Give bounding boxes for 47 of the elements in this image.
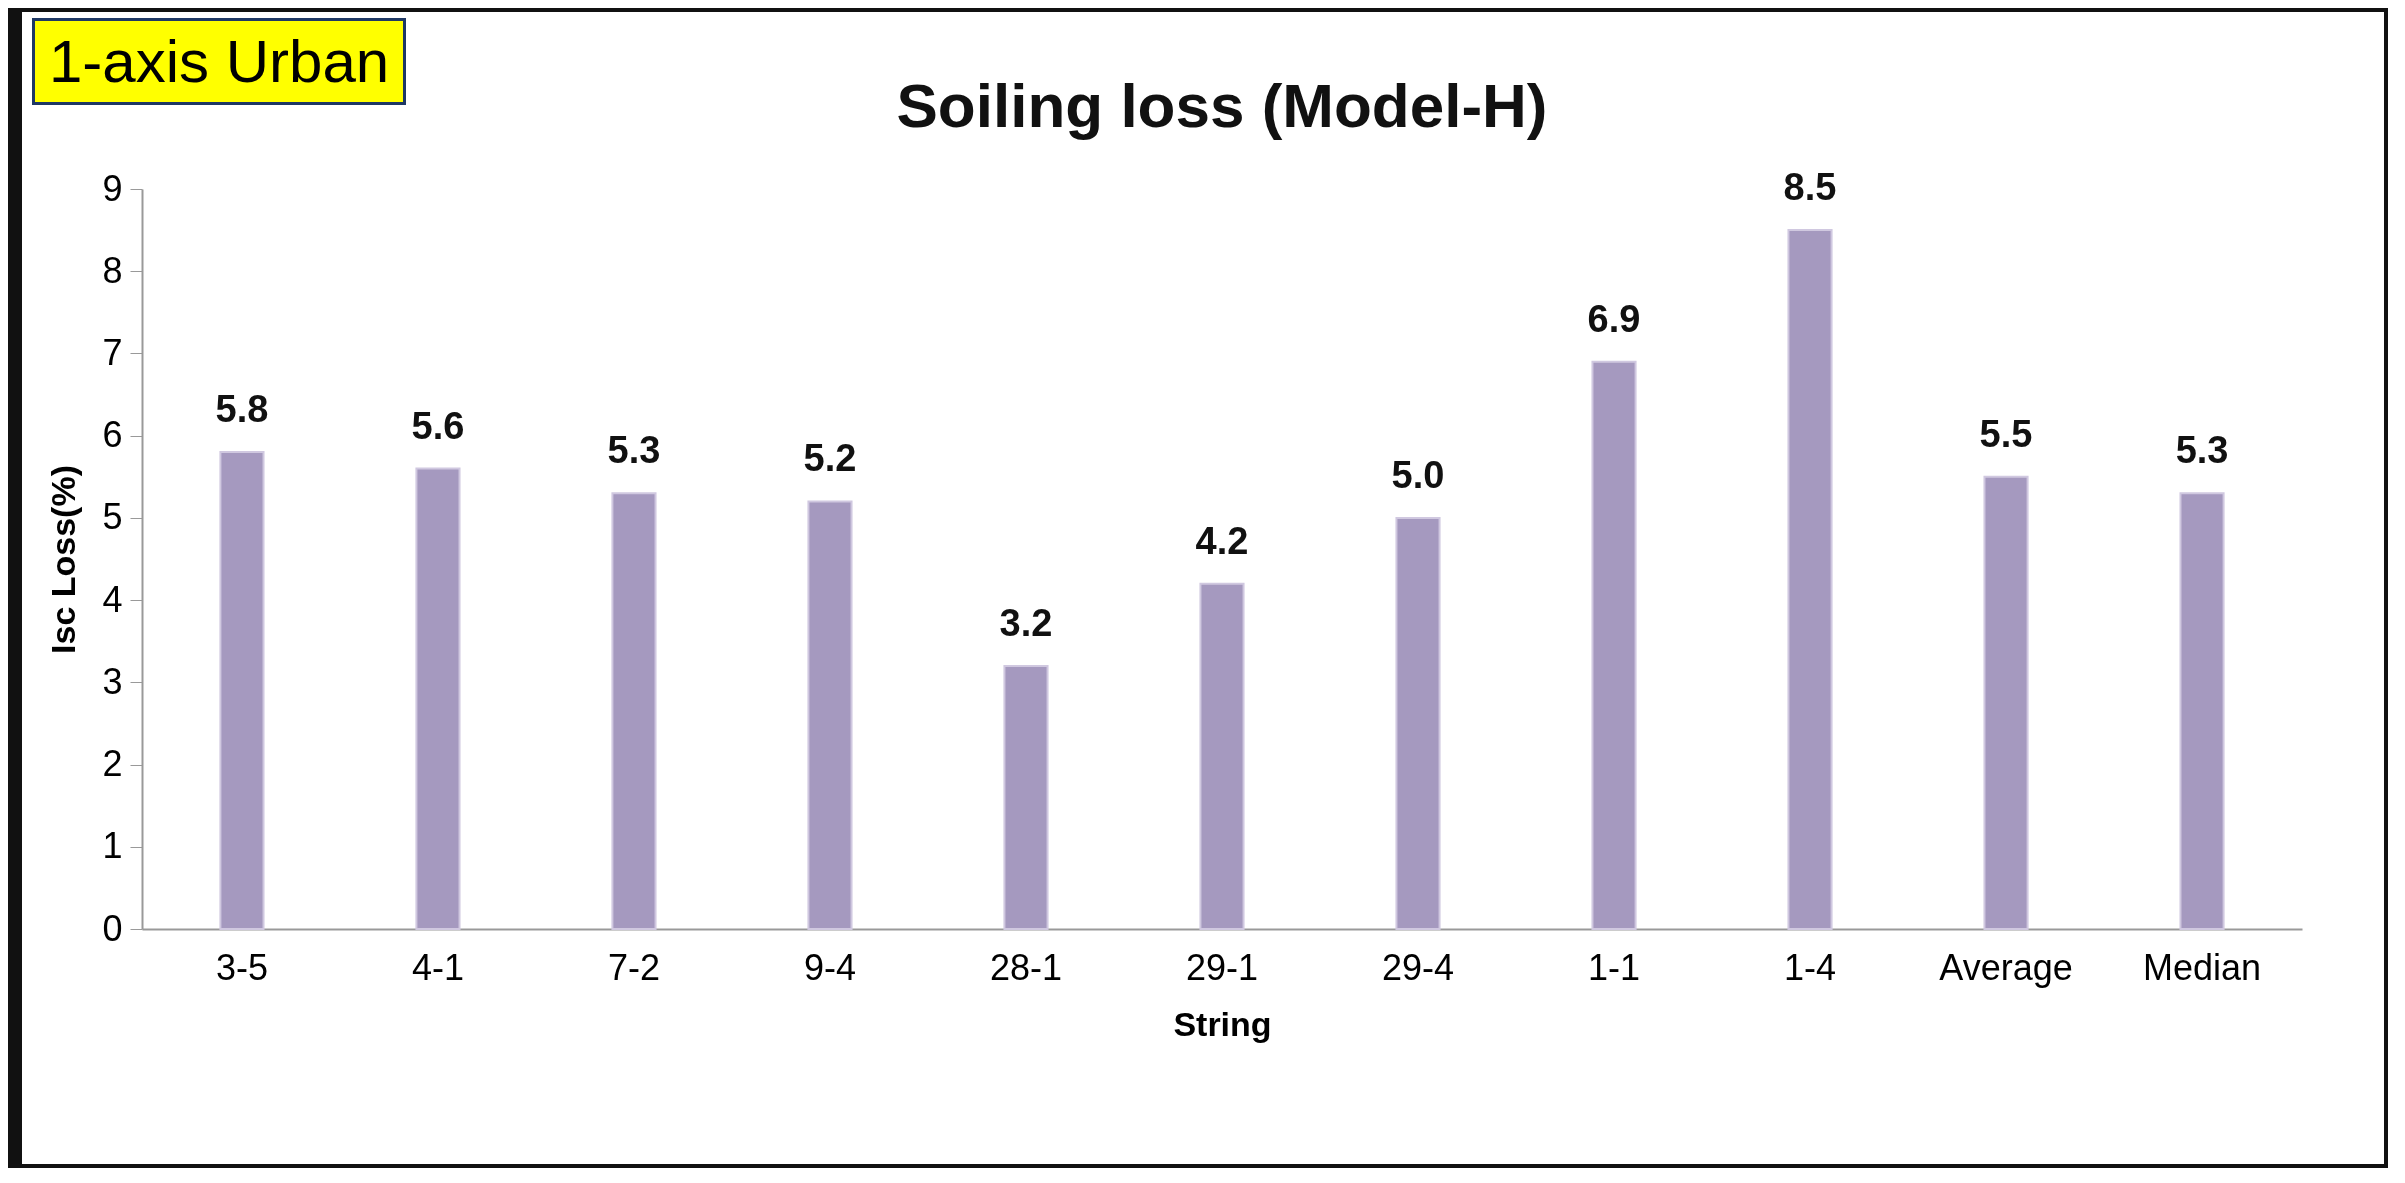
x-axis-title: String xyxy=(1173,1004,1272,1043)
y-tick-label: 2 xyxy=(102,743,123,785)
y-tick-label: 1 xyxy=(102,825,123,867)
data-label: 3.2 xyxy=(999,601,1053,644)
data-label: 5.5 xyxy=(1979,412,2033,455)
data-label: 8.5 xyxy=(1783,166,1837,209)
x-tick-label: Average xyxy=(1939,946,2073,988)
bar xyxy=(219,451,265,930)
bar xyxy=(1199,582,1245,930)
x-tick-label: Median xyxy=(2143,946,2262,988)
bar xyxy=(611,492,657,930)
bar xyxy=(1787,229,1833,930)
bar xyxy=(415,467,461,930)
data-label: 5.8 xyxy=(215,388,269,431)
data-label: 6.9 xyxy=(1587,297,1641,340)
y-tick-label: 7 xyxy=(102,331,123,373)
x-tick-label: 4-1 xyxy=(411,946,464,988)
x-tick-label: 29-4 xyxy=(1381,946,1455,988)
bar xyxy=(1003,664,1049,930)
x-tick-label: 9-4 xyxy=(803,946,856,988)
data-label: 5.3 xyxy=(2175,429,2229,472)
chart-title: Soiling loss (Model-H) xyxy=(896,71,1548,141)
bar xyxy=(1983,475,2029,930)
y-tick-label: 6 xyxy=(102,414,123,456)
y-tick-label: 5 xyxy=(102,496,123,538)
y-tick-label: 0 xyxy=(102,907,123,949)
data-label: 5.0 xyxy=(1391,453,1445,496)
x-tick-label: 1-1 xyxy=(1588,946,1641,988)
text: 1-axis Urban xyxy=(32,18,407,105)
data-label: 4.2 xyxy=(1195,519,1249,562)
x-tick-label: 1-4 xyxy=(1784,946,1837,988)
x-tick-label: 29-1 xyxy=(1185,946,1259,988)
y-axis-title: Isc Loss(%) xyxy=(44,465,83,654)
x-tick-label: 7-2 xyxy=(607,946,660,988)
y-tick-label: 8 xyxy=(102,249,123,291)
data-label: 5.6 xyxy=(411,404,465,447)
x-tick-label: 28-1 xyxy=(989,946,1063,988)
data-label: 5.3 xyxy=(607,429,661,472)
y-tick-label: 4 xyxy=(102,578,123,620)
bar xyxy=(807,500,853,930)
bar xyxy=(2179,492,2225,930)
y-tick-label: 9 xyxy=(102,167,123,209)
data-label: 5.2 xyxy=(803,437,857,480)
bar xyxy=(1395,516,1441,930)
bar xyxy=(1591,360,1637,930)
x-tick-label: 3-5 xyxy=(215,946,268,988)
y-tick-label: 3 xyxy=(102,660,123,702)
